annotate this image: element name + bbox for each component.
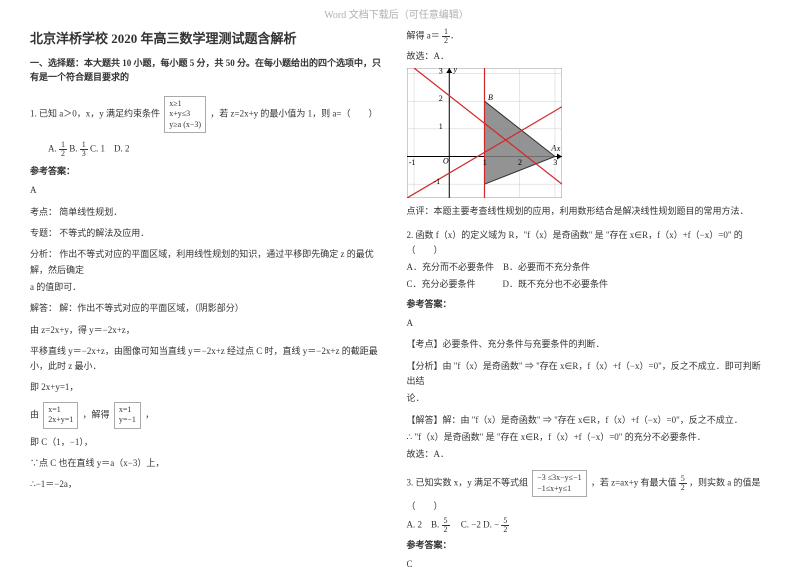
- box3-l2: y=−1: [119, 415, 136, 425]
- frac-5-2-icon-3: 52: [501, 517, 509, 534]
- fx2b: 论．: [407, 391, 764, 406]
- box3-l1: x=1: [119, 405, 136, 415]
- opt-b-label: B.: [69, 144, 80, 154]
- opt-cd-label: C. 1 D. 2: [90, 144, 130, 154]
- svg-text:-1: -1: [433, 177, 440, 186]
- zt-label: 专题：: [30, 228, 57, 238]
- section-1-head: 一、选择题：本大题共 10 小题，每小题 5 分，共 50 分。在每小题给出的四…: [30, 57, 387, 84]
- doc-title: 北京洋桥学校 2020 年高三数学理测试题含解析: [30, 28, 387, 47]
- ref-answer-label-2: 参考答案：: [407, 297, 764, 312]
- sys-box-1: x=1 2x+y=1: [43, 402, 78, 429]
- fx-text1: 作出不等式对应的平面区域，利用线性规划的知识，通过平移即先确定 z 的最优解，然…: [30, 249, 374, 274]
- q1-box-l1: x≥1: [169, 99, 201, 109]
- jd-text1: 解：作出不等式对应的平面区域，（阴影部分）: [59, 303, 244, 313]
- fenxi-1b: a 的值即可．: [30, 280, 387, 295]
- svg-text:3: 3: [438, 68, 442, 76]
- jd-label: 解答：: [30, 303, 57, 313]
- q1-options: A. 12 B. 13 C. 1 D. 2: [30, 141, 387, 158]
- jd-l4: 即 2x+y=1，: [30, 380, 387, 395]
- answer-3: C: [407, 557, 764, 572]
- q1-constraint-box: x≥1 x+y≤3 y≥a (x−3): [164, 96, 206, 133]
- kd-text: 简单线性规划．: [59, 207, 122, 217]
- kaodian-1: 考点： 简单线性规划．: [30, 205, 387, 220]
- svg-text:2: 2: [517, 158, 521, 167]
- q2-opts-b: C．充分必要条件 D．既不充分也不必要条件: [407, 277, 764, 292]
- right-column: 解得 a＝ 12． 故选：A． OBA123-1123-1xy 点评：本题主要考…: [407, 28, 764, 574]
- jd-l5: 由 x=1 2x+y=1 ，解得 x=1 y=−1 ，: [30, 402, 387, 429]
- top2: 故选：A．: [407, 49, 764, 64]
- frac-5-2-icon-2: 52: [442, 517, 450, 534]
- q1-suffix: ，若 z=2x+y 的最小值为 1，则 a=（ ）: [210, 109, 377, 119]
- lp-chart-svg: O B A 1 2 3 -1 1 2 3 -1 x y: [407, 68, 562, 198]
- fx2a: 【分析】由 "f（x）是奇函数" ⇒ "存在 x∈R，f（x）+f（−x）=0"…: [407, 359, 764, 390]
- svg-text:x: x: [555, 144, 560, 153]
- jd-l5b: ，解得: [83, 409, 110, 419]
- q3-opts-a: A. 2 B.: [407, 519, 440, 529]
- page-content: 北京洋桥学校 2020 年高三数学理测试题含解析 一、选择题：本大题共 10 小…: [0, 0, 793, 584]
- q1-prefix: 1. 已知 a＞0，x，y 满足约束条件: [30, 109, 160, 119]
- q3c: ，则实数 a 的值是: [689, 478, 761, 488]
- frac-half-icon-1: 12: [59, 141, 67, 158]
- jd-l5c: ，: [145, 409, 154, 419]
- sys-box-2: x=1 y=−1: [114, 402, 141, 429]
- zt-text: 不等式的解法及应用．: [59, 228, 149, 238]
- jd2b: ∴ "f（x）是奇函数" 是 "存在 x∈R，f（x）+f（−x）=0" 的充分…: [407, 430, 764, 445]
- q1-line: 1. 已知 a＞0，x，y 满足约束条件 x≥1 x+y≤3 y≥a (x−3)…: [30, 96, 387, 133]
- svg-text:3: 3: [553, 158, 557, 167]
- left-column: 北京洋桥学校 2020 年高三数学理测试题含解析 一、选择题：本大题共 10 小…: [30, 28, 387, 574]
- frac-third-icon: 13: [80, 141, 88, 158]
- jd-l7: ∵点 C 也在直线 y＝a（x−3）上，: [30, 456, 387, 471]
- kd-label: 考点：: [30, 207, 57, 217]
- top1-text: 解得 a＝: [407, 31, 440, 41]
- svg-text:2: 2: [438, 94, 442, 103]
- jd-l5a: 由: [30, 409, 39, 419]
- opt-a-label: A.: [48, 144, 59, 154]
- lp-chart: O B A 1 2 3 -1 1 2 3 -1 x y: [407, 68, 562, 198]
- ref-answer-label-1: 参考答案：: [30, 164, 387, 179]
- box2-l1: x=1: [48, 405, 73, 415]
- frac-half-icon-2: 12: [442, 28, 450, 45]
- svg-text:O: O: [442, 157, 448, 166]
- frac-5-2-icon-1: 52: [679, 475, 687, 492]
- jieda-1a: 解答： 解：作出不等式对应的平面区域，（阴影部分）: [30, 301, 387, 316]
- answer-1: A: [30, 183, 387, 198]
- jd2a: 【解答】解：由 "f（x）是奇函数" ⇒ "存在 x∈R，f（x）+f（−x）=…: [407, 413, 764, 428]
- jd2c: 故选：A．: [407, 447, 764, 462]
- q3d: （ ）: [407, 499, 764, 514]
- jd-l6: 即 C（1，−1），: [30, 435, 387, 450]
- q3box-l1: −3 ≤3x−y≤−1: [537, 473, 581, 483]
- watermark-text: Word 文档下载后（可任意编辑）: [324, 6, 468, 21]
- q1-box-l3: y≥a (x−3): [169, 120, 201, 130]
- q2: 2. 函数 f（x）的定义域为 R，"f（x）是奇函数" 是 "存在 x∈R，f…: [407, 228, 764, 259]
- svg-text:y: y: [452, 68, 457, 74]
- kd2: 【考点】必要条件、充分条件与充要条件的判断．: [407, 337, 764, 352]
- box2-l2: 2x+y=1: [48, 415, 73, 425]
- fenxi-1a: 分析： 作出不等式对应的平面区域，利用线性规划的知识，通过平移即先确定 z 的最…: [30, 247, 387, 278]
- svg-text:A: A: [550, 144, 556, 153]
- q3box-l2: −1≤x+y≤1: [537, 484, 581, 494]
- jd-l2: 由 z=2x+y，得 y＝−2x+z，: [30, 323, 387, 338]
- q1-box-l2: x+y≤3: [169, 109, 201, 119]
- jd-l3: 平移直线 y＝−2x+z，由图像可知当直线 y＝−2x+z 经过点 C 时，直线…: [30, 344, 387, 375]
- zhuanti-1: 专题： 不等式的解法及应用．: [30, 226, 387, 241]
- q3a: 3. 已知实数 x，y 满足不等式组: [407, 478, 529, 488]
- q3-opts: A. 2 B. 52 C. −2 D. − 52: [407, 517, 764, 534]
- svg-text:-1: -1: [408, 158, 415, 167]
- jd-l8: ∴−1＝−2a，: [30, 477, 387, 492]
- q3-box: −3 ≤3x−y≤−1 −1≤x+y≤1: [532, 470, 586, 497]
- q3b: ，若 z=ax+y 有最大值: [591, 478, 677, 488]
- svg-text:1: 1: [482, 158, 486, 167]
- answer-2: A: [407, 316, 764, 331]
- q2-opts-a: A．充分而不必要条件 B．必要而不充分条件: [407, 260, 764, 275]
- ref-answer-label-3: 参考答案：: [407, 538, 764, 553]
- svg-text:1: 1: [438, 122, 442, 131]
- top1: 解得 a＝ 12．: [407, 28, 764, 45]
- fx-label: 分析：: [30, 249, 57, 259]
- q3: 3. 已知实数 x，y 满足不等式组 −3 ≤3x−y≤−1 −1≤x+y≤1 …: [407, 470, 764, 497]
- q3-opts-b: C. −2 D. −: [452, 519, 499, 529]
- dianping: 点评：本题主要考查线性规划的应用，利用数形结合是解决线性规划题目的常用方法．: [407, 204, 764, 219]
- svg-text:B: B: [488, 93, 493, 102]
